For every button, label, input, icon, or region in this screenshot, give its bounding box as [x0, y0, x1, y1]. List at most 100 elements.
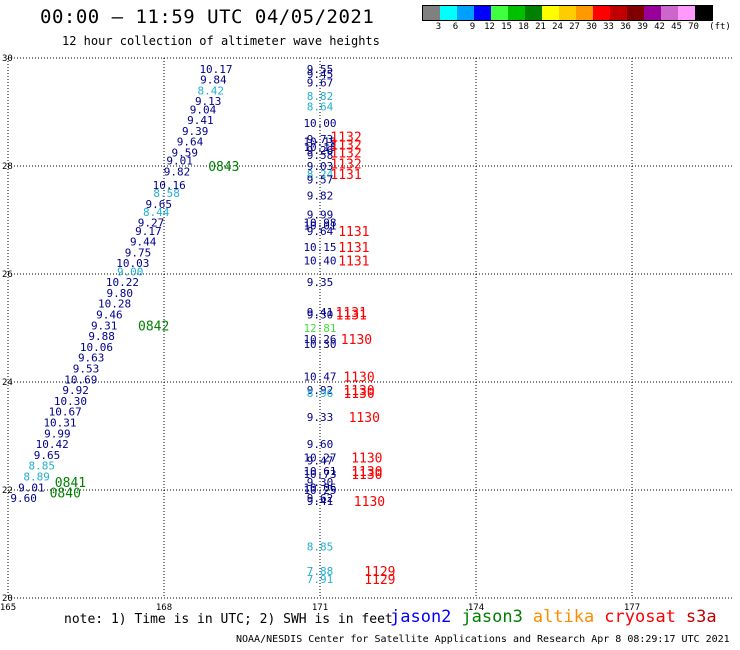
swh-label: 10.03 — [116, 257, 149, 270]
time-label: 1131 — [338, 225, 369, 240]
time-label: 1131 — [338, 241, 369, 256]
swh-label: 9.59 — [172, 147, 199, 160]
time-label: 1131 — [336, 306, 367, 321]
footer-note: note: 1) Time is in UTC; 2) SWH is in fe… — [64, 612, 393, 627]
time-label: 1130 — [354, 495, 385, 510]
scale-swatch — [423, 6, 440, 20]
scale-swatch — [474, 6, 491, 20]
satellite-legend: jason2 jason3 altika cryosat s3a — [390, 607, 727, 627]
page-title: 00:00 – 11:59 UTC 04/05/2021 — [40, 6, 375, 28]
swh-label: 9.01 — [18, 481, 45, 494]
time-label: 0841 — [55, 476, 86, 491]
scale-label: 12 — [484, 22, 495, 32]
scale-swatch — [644, 6, 661, 20]
swh-label: 9.88 — [88, 330, 115, 343]
swh-label: 10.67 — [49, 406, 82, 419]
time-label: 1130 — [343, 384, 374, 399]
scale-swatch — [661, 6, 678, 20]
swh-label: 10.18 — [303, 141, 336, 154]
time-label: 1131 — [338, 255, 369, 270]
swh-label: 9.67 — [307, 76, 334, 89]
legend-altika: altika — [532, 607, 595, 627]
time-label: 1132 — [330, 157, 361, 172]
scale-swatch — [542, 6, 559, 20]
swh-label: 10.69 — [64, 373, 97, 386]
scale-label: 15 — [501, 22, 512, 32]
time-label: 1130 — [351, 452, 382, 467]
swh-label: 9.41 — [307, 495, 334, 508]
time-label: 1132 — [330, 130, 361, 145]
scale-swatch — [593, 6, 610, 20]
time-label: 1130 — [349, 411, 380, 426]
scale-label: 42 — [654, 22, 665, 32]
swh-label: 10.98 — [303, 217, 336, 230]
swh-label: 10.27 — [303, 452, 336, 465]
swh-label: 9.30 — [307, 476, 334, 489]
swh-label: 9.27 — [138, 217, 165, 230]
scale-label: 6 — [452, 22, 459, 32]
scale-swatch — [457, 6, 474, 20]
swh-label: 10.61 — [303, 465, 336, 478]
swh-label: 8.44 — [143, 206, 170, 219]
time-label: 1131 — [330, 168, 361, 183]
swh-label: 9.01 — [166, 155, 193, 168]
scale-label: 45 — [671, 22, 682, 32]
swh-label: 9.47 — [307, 454, 334, 467]
legend-s3a: s3a — [685, 607, 717, 627]
time-label: 0843 — [208, 160, 239, 175]
time-label: 1130 — [341, 333, 372, 348]
swh-label: 10.15 — [303, 241, 336, 254]
swh-label: 9.63 — [78, 352, 105, 365]
scale-swatch — [491, 6, 508, 20]
scale-swatch — [559, 6, 576, 20]
grid-lines — [7, 57, 732, 599]
swh-label: 8.85 — [29, 460, 56, 473]
swh-label: 9.92 — [307, 384, 334, 397]
y-tick-label: 24 — [2, 378, 13, 388]
swh-label: 9.64 — [307, 225, 334, 238]
swh-label: 9.45 — [307, 68, 334, 81]
swh-label: 9.64 — [177, 136, 204, 149]
swh-label: 8.89 — [23, 471, 50, 484]
swh-label: 9.60 — [10, 492, 37, 505]
legend-cryosat: cryosat — [604, 607, 676, 627]
scale-label: 3 — [435, 22, 442, 32]
time-label: 1132 — [330, 147, 361, 162]
footer-credit: NOAA/NESDIS Center for Satellite Applica… — [236, 634, 730, 645]
axis-labels: 165 168 171 174 177 20 22 24 26 28 30 — [0, 54, 640, 613]
time-label: 1132 — [330, 138, 361, 153]
x-tick-label: 177 — [624, 603, 640, 613]
swh-label: 9.73 — [307, 133, 334, 146]
swh-label: 9.99 — [44, 427, 71, 440]
y-tick-label: 30 — [2, 54, 13, 64]
swh-label: 8.58 — [153, 187, 180, 200]
time-label: 1130 — [343, 387, 374, 402]
swh-label: 10.25 — [303, 484, 336, 497]
swh-label: 10.30 — [303, 338, 336, 351]
scale-swatch — [525, 6, 542, 20]
swh-label: 9.84 — [200, 74, 227, 87]
time-label: 1129 — [364, 573, 395, 588]
time-label: 1130 — [351, 468, 382, 483]
color-scale-bar — [422, 5, 713, 21]
time-label: 1131 — [336, 309, 367, 324]
swh-label: 10.31 — [43, 417, 76, 430]
swh-label: 9.30 — [307, 309, 334, 322]
chart-subtitle: 12 hour collection of altimeter wave hei… — [62, 34, 380, 48]
time-label: 0842 — [138, 319, 169, 334]
swh-label: 9.82 — [307, 190, 334, 203]
swh-label: 9.31 — [91, 319, 118, 332]
swh-label: 12.81 — [303, 322, 336, 335]
scale-label: 24 — [552, 22, 563, 32]
swh-label: 7.88 — [307, 565, 334, 578]
swh-label: 9.17 — [135, 225, 162, 238]
swh-label: 9.60 — [307, 438, 334, 451]
scale-label: 39 — [637, 22, 648, 32]
y-tick-label: 26 — [2, 270, 13, 280]
scale-label: 18 — [518, 22, 529, 32]
scale-swatch — [627, 6, 644, 20]
swh-label: 9.62 — [307, 492, 334, 505]
scale-swatch — [695, 6, 712, 20]
swh-label: 10.17 — [199, 63, 232, 76]
swh-label: 9.75 — [125, 246, 152, 259]
